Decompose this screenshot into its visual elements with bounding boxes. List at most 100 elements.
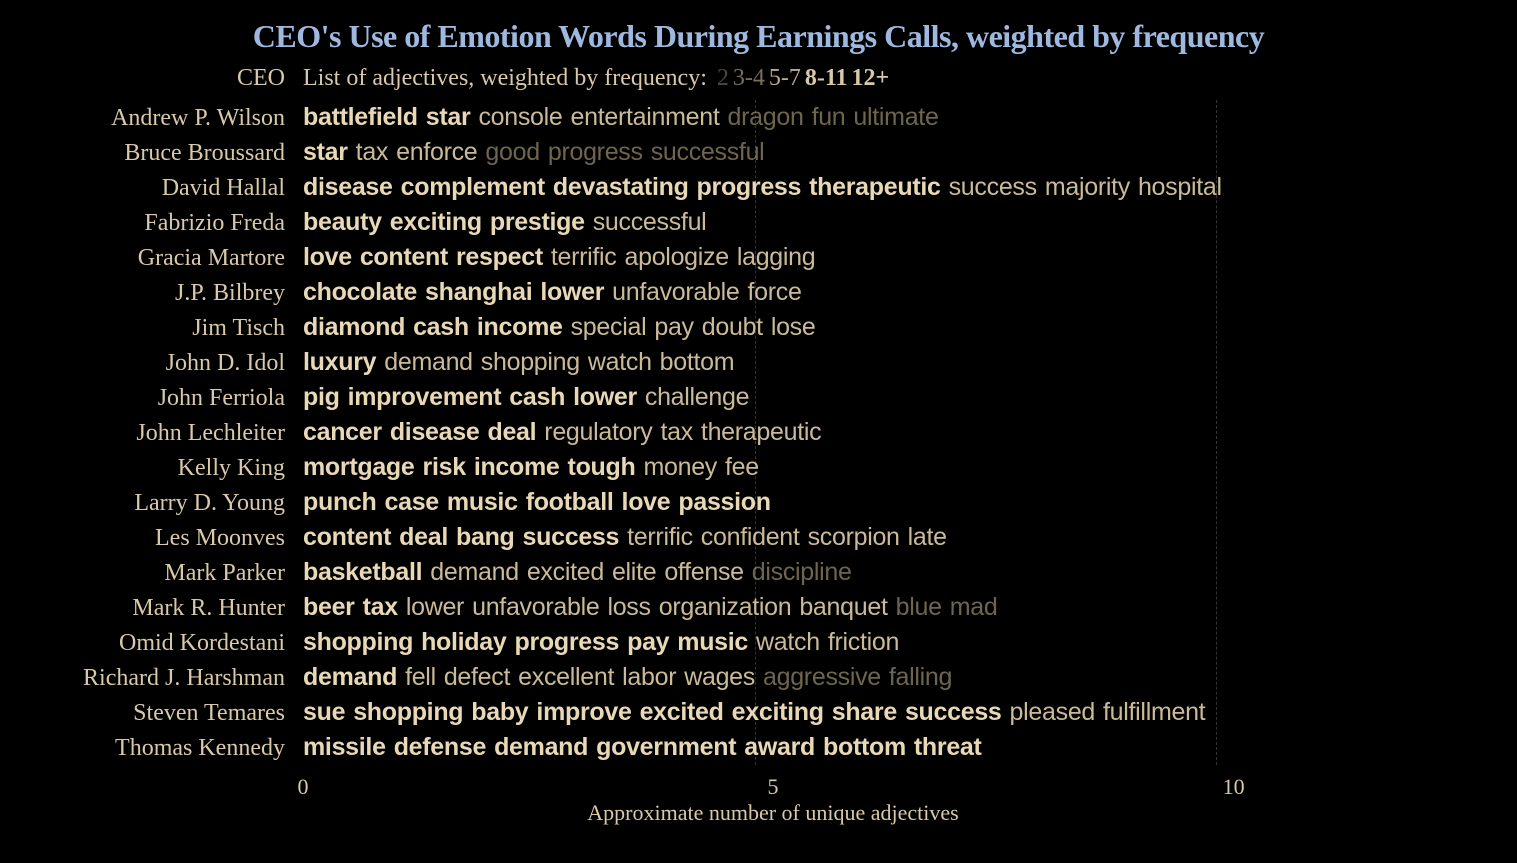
- word-list: shoppingholidayprogresspaymusicwatchfric…: [303, 625, 1487, 660]
- word-list: diseasecomplementdevastatingprogressther…: [303, 170, 1487, 205]
- header-legend: List of adjectives, weighted by frequenc…: [303, 65, 1487, 92]
- table-row: John Ferriolapigimprovementcashlowerchal…: [30, 380, 1487, 415]
- word-list: punchcasemusicfootballlovepassion: [303, 485, 1487, 520]
- emotion-word: improve: [536, 698, 631, 726]
- emotion-word: ultimate: [853, 103, 938, 131]
- emotion-word: lower: [573, 383, 637, 411]
- emotion-word: sue: [303, 698, 345, 726]
- emotion-word: government: [596, 733, 736, 761]
- word-list: pigimprovementcashlowerchallenge: [303, 380, 1487, 415]
- emotion-word: deal: [487, 418, 536, 446]
- emotion-word: content: [303, 523, 391, 551]
- table-row: Mark R. Hunterbeertaxlowerunfavorablelos…: [30, 590, 1487, 625]
- emotion-word: demand: [303, 663, 397, 691]
- table-row: John D. Idolluxurydemandshoppingwatchbot…: [30, 345, 1487, 380]
- emotion-word: cash: [413, 313, 469, 341]
- word-list: missiledefensedemandgovernmentawardbotto…: [303, 730, 1487, 765]
- emotion-word: basketball: [303, 558, 422, 586]
- ceo-name: J.P. Bilbrey: [30, 276, 303, 311]
- emotion-word: music: [447, 488, 518, 516]
- emotion-word: bottom: [660, 348, 735, 376]
- emotion-word: confident: [701, 523, 800, 551]
- word-list: demand fell defect excellent labor wages aggre…: [303, 660, 1487, 695]
- chart-title: CEO's Use of Emotion Words During Earnin…: [30, 18, 1487, 55]
- legend-item: 2: [717, 65, 729, 91]
- table-row: Gracia Martorelovecontentrespectterrific…: [30, 240, 1487, 275]
- emotion-word: demand: [384, 348, 473, 376]
- emotion-word: doubt: [702, 313, 763, 341]
- emotion-word: share: [832, 698, 897, 726]
- emotion-word: defect: [444, 663, 510, 691]
- emotion-word: elite: [612, 558, 656, 586]
- ceo-name: David Hallal: [30, 171, 303, 206]
- word-list: sueshoppingbabyimproveexcitedexcitingsha…: [303, 695, 1487, 730]
- emotion-word: threat: [914, 733, 982, 761]
- table-row: Kelly Kingmortgageriskincometoughmoneyfe…: [30, 450, 1487, 485]
- emotion-word: defense: [394, 733, 486, 761]
- emotion-word: pay: [654, 313, 693, 341]
- emotion-word: tax: [363, 593, 398, 621]
- legend-item: 12+: [852, 65, 890, 91]
- ceo-name: Kelly King: [30, 451, 303, 486]
- emotion-word: majority: [1045, 173, 1130, 201]
- emotion-word: offense: [664, 558, 743, 586]
- emotion-word: exciting: [390, 208, 482, 236]
- emotion-word: football: [526, 488, 614, 516]
- emotion-word: pay: [627, 628, 669, 656]
- emotion-word: luxury: [303, 348, 376, 376]
- emotion-word: complement: [401, 173, 545, 201]
- table-row: Richard J. Harshmandemandfelldefectexcel…: [30, 660, 1487, 695]
- emotion-word: pleased: [1010, 698, 1095, 726]
- emotion-word: beer: [303, 593, 355, 621]
- emotion-word: shopping: [303, 628, 413, 656]
- ceo-name: Larry D. Young: [30, 486, 303, 521]
- emotion-word: fun: [812, 103, 846, 131]
- emotion-word: labor: [622, 663, 676, 691]
- ceo-name: Fabrizio Freda: [30, 206, 303, 241]
- emotion-word: income: [477, 313, 563, 341]
- emotion-word: successful: [651, 138, 765, 166]
- emotion-word: content: [360, 243, 448, 271]
- emotion-word: mad: [950, 593, 998, 621]
- emotion-word: improvement: [348, 383, 502, 411]
- emotion-word: lose: [771, 313, 816, 341]
- ceo-name: Omid Kordestani: [30, 626, 303, 661]
- word-list: beautyexcitingprestigesuccessful: [303, 205, 1487, 240]
- table-row: Fabrizio Fredabeautyexcitingprestigesucc…: [30, 205, 1487, 240]
- emotion-word: award: [744, 733, 815, 761]
- emotion-word: battlefield: [303, 103, 418, 131]
- word-list: beertaxlowerunfavorablelossorganizationb…: [303, 590, 1487, 625]
- ceo-name: John Lechleiter: [30, 416, 303, 451]
- ceo-name: Jim Tisch: [30, 311, 303, 346]
- emotion-word: risk: [423, 453, 466, 481]
- legend-item: 8-11: [805, 65, 848, 91]
- emotion-word: terrific: [627, 523, 693, 551]
- word-list: lovecontentrespectterrificapologizelaggi…: [303, 240, 1487, 275]
- word-list: contentdealbangsuccessterrificconfidents…: [303, 520, 1487, 555]
- emotion-word: aggressive: [763, 663, 881, 691]
- emotion-word: punch: [303, 488, 377, 516]
- emotion-word: tax: [660, 418, 692, 446]
- ceo-name: Thomas Kennedy: [30, 731, 303, 766]
- emotion-word: regulatory: [544, 418, 652, 446]
- emotion-word: console: [478, 103, 562, 131]
- table-row: Omid Kordestanishoppingholidayprogresspa…: [30, 625, 1487, 660]
- emotion-word: chocolate: [303, 278, 417, 306]
- emotion-word: progress: [548, 138, 643, 166]
- emotion-word: wages: [684, 663, 755, 691]
- axis-tick: 0: [298, 769, 309, 804]
- word-list: startaxenforcegoodprogresssuccessful: [303, 135, 1487, 170]
- emotion-word: fulfillment: [1103, 698, 1205, 726]
- emotion-word: success: [905, 698, 1002, 726]
- emotion-word: love: [303, 243, 352, 271]
- emotion-word: tough: [568, 453, 636, 481]
- emotion-word: excellent: [518, 663, 614, 691]
- emotion-word: fell: [405, 663, 436, 691]
- word-list: chocolateshanghailowerunfavorableforce: [303, 275, 1487, 310]
- emotion-word: unfavorable: [612, 278, 739, 306]
- table-row: Jim Tischdiamondcashincomespecialpaydoub…: [30, 310, 1487, 345]
- word-list: diamondcashincomespecialpaydoubtlose: [303, 310, 1487, 345]
- emotion-word: devastating: [553, 173, 689, 201]
- emotion-word: tax: [356, 138, 388, 166]
- emotion-word: apologize: [625, 243, 729, 271]
